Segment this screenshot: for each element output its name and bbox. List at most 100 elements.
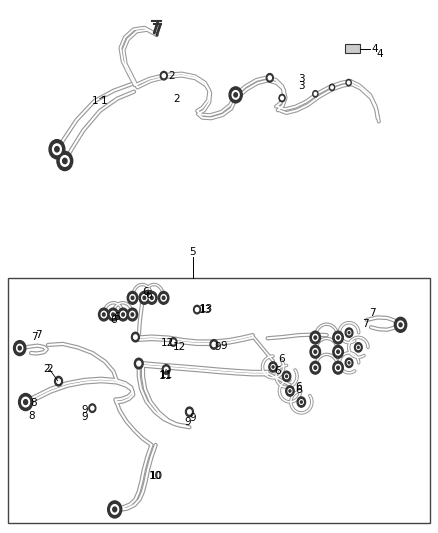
Text: 6: 6 <box>295 382 302 392</box>
Circle shape <box>269 362 277 372</box>
Circle shape <box>111 505 119 514</box>
Text: 9: 9 <box>215 342 221 352</box>
Circle shape <box>347 81 350 84</box>
Text: 7: 7 <box>31 332 38 342</box>
Circle shape <box>313 91 318 97</box>
Circle shape <box>310 361 321 374</box>
Circle shape <box>314 366 317 369</box>
Circle shape <box>347 361 351 365</box>
Circle shape <box>101 311 106 318</box>
Circle shape <box>271 365 275 369</box>
Circle shape <box>139 292 150 304</box>
Circle shape <box>288 389 292 393</box>
Circle shape <box>229 87 242 103</box>
Circle shape <box>161 295 166 301</box>
Text: 2: 2 <box>173 94 180 103</box>
Circle shape <box>18 346 21 350</box>
Circle shape <box>160 71 167 80</box>
Circle shape <box>172 340 175 344</box>
Circle shape <box>336 349 341 355</box>
Circle shape <box>142 295 147 301</box>
Text: 6: 6 <box>113 312 120 322</box>
Circle shape <box>187 410 191 414</box>
Circle shape <box>131 313 134 316</box>
Circle shape <box>286 375 287 377</box>
Circle shape <box>143 296 146 300</box>
Circle shape <box>186 407 194 417</box>
Text: 6: 6 <box>110 315 117 325</box>
Circle shape <box>130 295 135 301</box>
Circle shape <box>347 330 351 335</box>
Text: 13: 13 <box>200 304 213 314</box>
Circle shape <box>333 331 343 344</box>
Text: 4: 4 <box>377 50 383 59</box>
Text: 8: 8 <box>30 398 36 408</box>
Circle shape <box>395 317 407 332</box>
Text: 7: 7 <box>35 330 42 340</box>
Circle shape <box>162 296 165 300</box>
Circle shape <box>232 91 239 99</box>
Circle shape <box>272 366 274 368</box>
Circle shape <box>49 140 65 159</box>
Text: 6: 6 <box>278 353 285 364</box>
Circle shape <box>102 313 105 316</box>
Circle shape <box>313 365 318 371</box>
Circle shape <box>110 311 116 318</box>
Circle shape <box>337 366 339 369</box>
Circle shape <box>118 308 128 321</box>
Circle shape <box>134 358 143 369</box>
Circle shape <box>285 374 289 378</box>
Circle shape <box>127 308 138 321</box>
Text: 2: 2 <box>43 364 49 374</box>
Text: 6: 6 <box>145 290 152 301</box>
Circle shape <box>53 144 61 155</box>
Circle shape <box>137 361 141 366</box>
Circle shape <box>134 335 137 339</box>
Circle shape <box>113 507 117 512</box>
Text: 6: 6 <box>142 287 149 297</box>
Circle shape <box>210 340 218 349</box>
Text: 7: 7 <box>363 319 369 328</box>
Circle shape <box>399 323 402 327</box>
Circle shape <box>333 361 343 374</box>
Circle shape <box>130 311 135 318</box>
Circle shape <box>336 334 341 341</box>
Circle shape <box>345 328 353 337</box>
Circle shape <box>127 292 138 304</box>
Circle shape <box>314 336 317 339</box>
Text: 11: 11 <box>160 370 173 380</box>
Circle shape <box>112 313 114 316</box>
Text: 2: 2 <box>46 364 53 374</box>
Circle shape <box>63 158 67 164</box>
Circle shape <box>314 350 317 353</box>
Circle shape <box>234 93 237 97</box>
Text: 9: 9 <box>190 413 196 423</box>
Circle shape <box>170 338 177 346</box>
Text: 9: 9 <box>82 405 88 415</box>
Circle shape <box>89 404 96 413</box>
Circle shape <box>345 358 353 368</box>
Circle shape <box>348 332 350 334</box>
Circle shape <box>122 313 124 316</box>
Circle shape <box>313 349 318 355</box>
Text: 10: 10 <box>149 471 162 481</box>
Circle shape <box>357 345 360 350</box>
Circle shape <box>91 406 94 410</box>
Circle shape <box>398 321 404 328</box>
Circle shape <box>55 147 59 152</box>
Text: 6: 6 <box>295 385 302 395</box>
Circle shape <box>57 379 60 383</box>
Circle shape <box>21 397 29 407</box>
Circle shape <box>149 295 155 301</box>
Circle shape <box>348 362 350 364</box>
Bar <box>8 278 430 523</box>
Circle shape <box>337 350 339 353</box>
Text: 9: 9 <box>220 341 227 351</box>
FancyBboxPatch shape <box>345 44 360 53</box>
Text: 1: 1 <box>101 96 107 106</box>
Circle shape <box>268 76 272 80</box>
Text: 8: 8 <box>28 410 35 421</box>
Circle shape <box>300 401 302 403</box>
Circle shape <box>151 296 153 300</box>
Circle shape <box>162 365 170 374</box>
